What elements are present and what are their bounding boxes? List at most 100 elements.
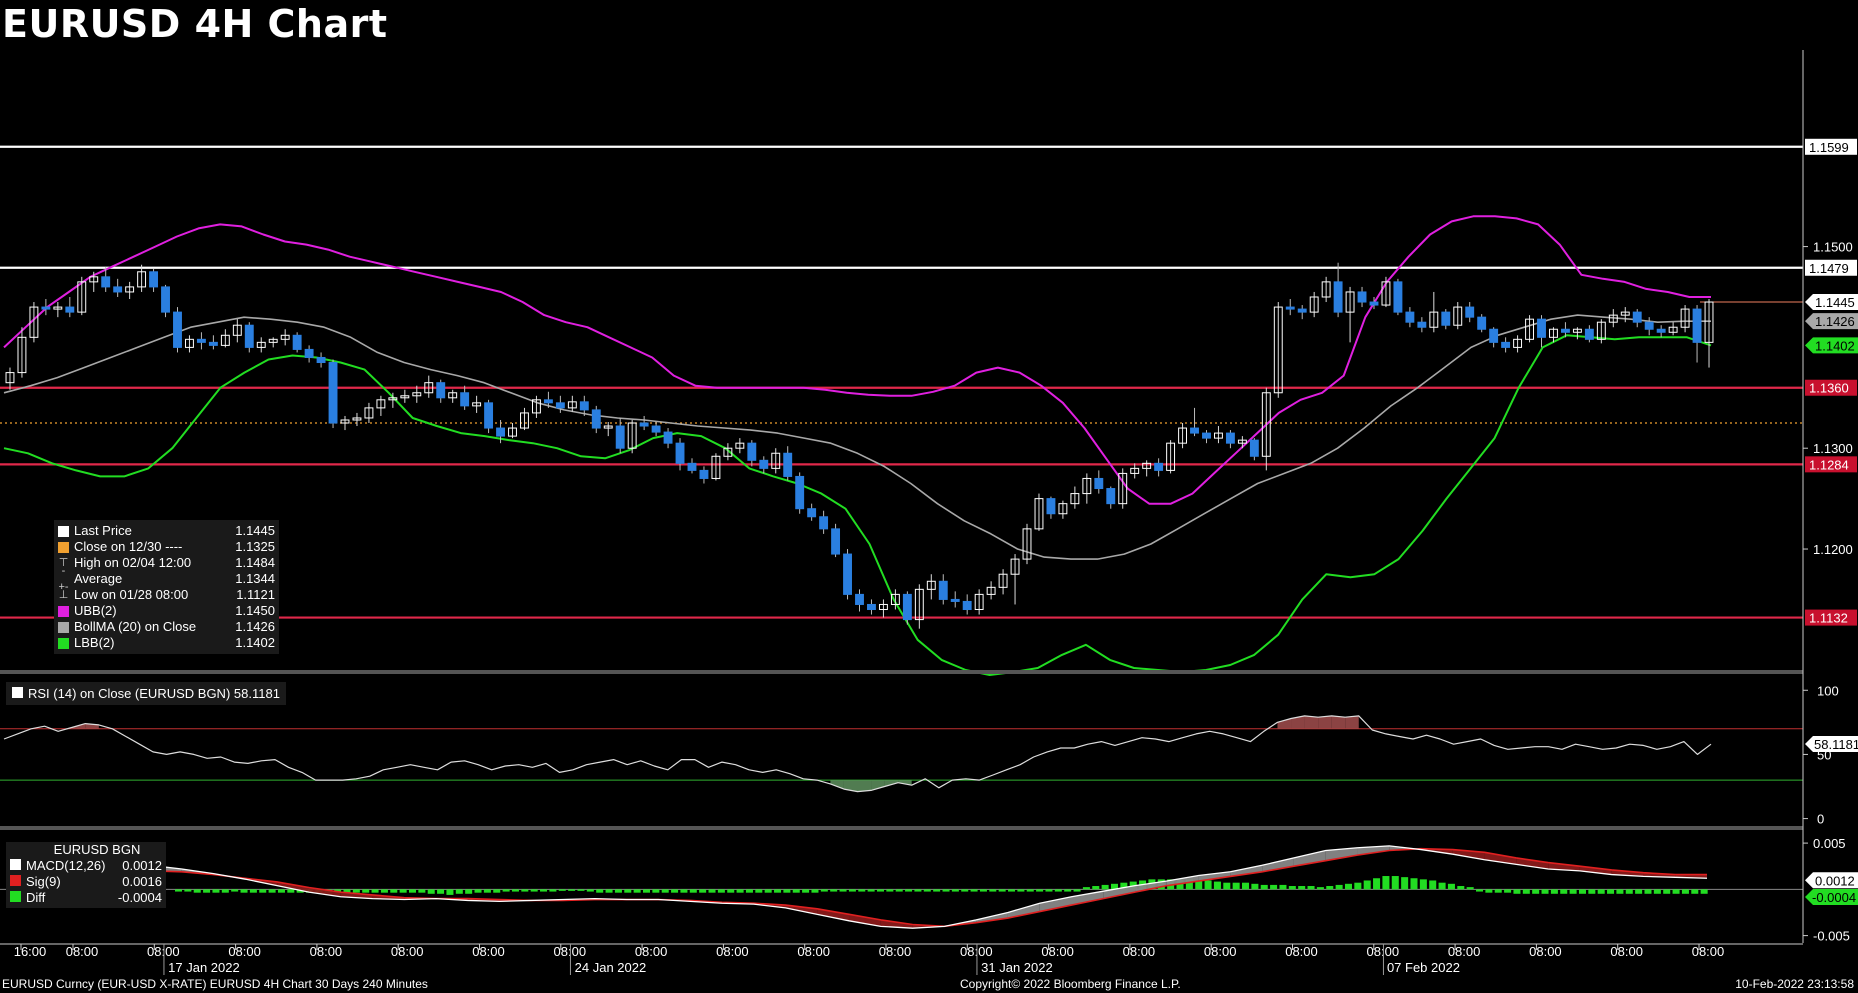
macd-sig-fill	[1103, 885, 1136, 899]
price-tag-1.1426: 1.1426	[1815, 314, 1855, 329]
diff-bar	[437, 889, 445, 894]
candle-body	[1572, 328, 1582, 333]
diff-bar	[380, 889, 388, 893]
level-tag-1.1284: 1.1284	[1809, 457, 1849, 472]
diff-bar	[1363, 880, 1371, 890]
rsi-legend-label: RSI (14) on Close (EURUSD BGN)	[28, 686, 231, 701]
rsi-overbought-fill	[1304, 715, 1319, 729]
candle-body	[831, 528, 841, 555]
diff-bar	[624, 889, 632, 893]
macd-legend-header: EURUSD BGN	[53, 842, 141, 857]
price-legend-label: ⊥ Low on 01/28 08:00	[58, 587, 189, 603]
candle-body	[1477, 316, 1487, 330]
candle-body	[687, 462, 697, 471]
diff-bar	[362, 889, 370, 893]
diff-bar	[1616, 889, 1624, 894]
candle-body	[663, 431, 673, 444]
price-legend-row: -+- Average 1.1344	[58, 565, 275, 593]
candle-body	[1560, 328, 1570, 333]
diff-bar	[1382, 876, 1390, 890]
diff-bar	[1017, 889, 1025, 892]
price-legend-row: ⊥ Low on 01/28 08:00 1.1121	[58, 587, 275, 603]
diff-bar	[1691, 889, 1699, 894]
diff-bar	[203, 889, 211, 893]
legend-value: 1.1344	[235, 571, 275, 586]
candle-body	[735, 442, 745, 449]
candle-body	[1273, 306, 1283, 394]
legend-marker-icon: ⊥	[58, 589, 69, 601]
level-tag-bg	[1805, 609, 1857, 626]
candle-body	[819, 516, 829, 530]
diff-bar	[1326, 886, 1334, 890]
footer-timestamp: 10-Feb-2022 23:13:58	[1735, 977, 1854, 991]
lbb-line	[3, 334, 1712, 676]
legend-swatch	[10, 891, 21, 902]
diff-bar	[1195, 880, 1203, 890]
candle-body	[1584, 328, 1594, 340]
price-legend-label: LBB(2)	[58, 635, 114, 651]
candle-body	[256, 341, 266, 348]
candle-body	[1202, 432, 1211, 439]
diff-bar	[502, 889, 510, 892]
candle-body	[1225, 432, 1235, 444]
candle-body	[603, 425, 613, 429]
candle-body	[1680, 308, 1690, 328]
x-date-label: 07 Feb 2022	[1387, 960, 1460, 975]
legend-text: UBB(2)	[74, 603, 117, 618]
candle-body	[185, 338, 194, 348]
candle-body	[137, 271, 147, 288]
price-tag-bg	[1805, 294, 1858, 311]
diff-bar	[1101, 884, 1109, 890]
diff-bar	[1578, 889, 1586, 894]
diff-tag-bg	[1805, 889, 1858, 906]
diff-bar	[914, 889, 922, 892]
macd-legend-label: Diff	[10, 890, 45, 906]
rsi-tick-label: 100	[1817, 683, 1839, 698]
candle-body	[986, 586, 996, 595]
diff-bar	[1522, 889, 1530, 894]
rsi-overbought-fill	[1318, 715, 1332, 729]
candle-body	[220, 334, 230, 346]
macd-sig-fill	[1230, 865, 1263, 877]
diff-bar	[1223, 882, 1231, 890]
legend-value: 0.0016	[122, 874, 162, 889]
macd-sig-fill	[976, 912, 1008, 923]
price-tick-label: 1.1500	[1813, 240, 1853, 255]
diff-bar	[1607, 889, 1615, 894]
diff-bar	[1110, 883, 1118, 890]
candle-body	[543, 399, 553, 404]
diff-bar	[184, 889, 192, 892]
diff-bar	[633, 889, 641, 893]
diff-bar	[1532, 889, 1540, 894]
candle-body	[639, 422, 649, 427]
diff-bar	[923, 889, 931, 892]
candle-body	[89, 276, 99, 283]
diff-bar	[1504, 889, 1512, 893]
diff-bar	[1663, 889, 1671, 894]
diff-bar	[530, 889, 538, 892]
macd-sig-fill	[1135, 881, 1167, 893]
diff-bar	[1270, 884, 1278, 890]
candle-body	[1441, 311, 1451, 326]
footer-copyright: Copyright© 2022 Bloomberg Finance L.P.	[960, 977, 1181, 991]
legend-text: LBB(2)	[74, 635, 115, 650]
candle-body	[41, 306, 51, 310]
diff-bar	[1073, 889, 1081, 892]
macd-sig-fill	[1357, 845, 1390, 856]
candle-body	[125, 286, 135, 293]
level-tag-bg	[1805, 138, 1857, 155]
x-date-label: 24 Jan 2022	[575, 960, 647, 975]
candle-body	[1166, 442, 1176, 471]
diff-bar	[1391, 876, 1399, 890]
legend-marker-icon: -+-	[58, 565, 69, 593]
x-tick-label: 08:00	[228, 944, 261, 959]
candle-body	[1082, 477, 1092, 495]
diff-bar	[568, 889, 576, 891]
diff-bar	[240, 889, 248, 893]
candle-body	[1668, 326, 1678, 333]
candle-body	[627, 422, 637, 449]
diff-bar	[998, 889, 1006, 892]
macd-sig-fill	[1325, 847, 1358, 861]
price-panel	[0, 145, 1803, 676]
diff-bar	[446, 889, 454, 895]
